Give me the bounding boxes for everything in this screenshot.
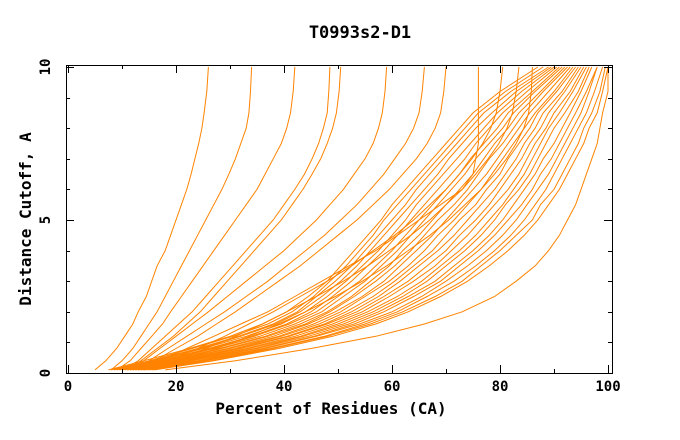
axes-layer	[66, 65, 613, 374]
model-curve	[119, 66, 555, 371]
model-curve	[143, 66, 598, 371]
x-tick-label: 80	[492, 379, 509, 395]
model-curve	[132, 66, 576, 371]
model-curve	[138, 66, 585, 371]
model-curve	[108, 66, 539, 371]
chart-title: T0993s2-D1	[309, 23, 411, 43]
model-curve	[143, 66, 593, 371]
model-curve	[129, 66, 571, 371]
model-curve	[127, 66, 388, 371]
model-curve	[121, 66, 560, 371]
model-curve	[130, 66, 574, 371]
model-curve	[151, 66, 606, 371]
model-curve	[138, 66, 587, 371]
y-tick-label: 5	[38, 216, 54, 224]
x-tick-label: 20	[168, 379, 185, 395]
y-tick-label: 0	[38, 369, 54, 377]
model-curve	[127, 66, 568, 371]
x-axis-label: Percent of Residues (CA)	[215, 399, 446, 418]
y-axis-label: Distance Cutoff, A	[16, 132, 35, 306]
model-curve	[138, 66, 504, 371]
model-curve	[116, 66, 296, 371]
model-curves-layer	[94, 66, 609, 371]
x-tick-label: 0	[64, 379, 72, 395]
x-tick-label: 60	[384, 379, 401, 395]
model-curve	[110, 66, 253, 371]
x-tick-label: 40	[276, 379, 293, 395]
plot-box	[66, 65, 613, 374]
model-curve	[124, 66, 563, 371]
model-curve	[113, 66, 549, 371]
model-curve	[154, 66, 609, 371]
model-curve	[94, 66, 209, 371]
model-curve	[124, 66, 342, 371]
x-tick-label: 100	[595, 379, 620, 395]
y-tick-label: 10	[38, 59, 54, 76]
model-curve	[121, 66, 331, 371]
model-curve	[140, 66, 590, 371]
model-curve	[146, 66, 598, 371]
model-curve	[121, 66, 558, 371]
model-curve	[135, 66, 582, 371]
model-curve	[129, 66, 425, 371]
model-curve	[132, 66, 447, 371]
model-curve	[148, 66, 604, 371]
model-curve	[116, 66, 552, 371]
model-curve	[165, 67, 609, 371]
tick-labels-layer: 0 20 40 60 80 100 0 5 10	[38, 59, 621, 395]
model-curve	[127, 66, 566, 371]
model-curve	[111, 66, 544, 371]
model-curve	[132, 66, 579, 371]
